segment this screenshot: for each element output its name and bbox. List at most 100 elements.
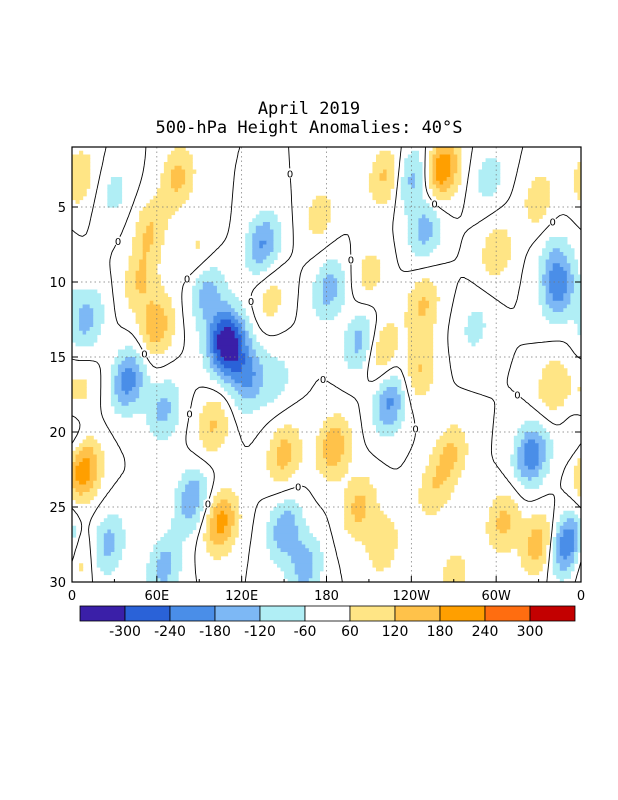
anomaly-cell [269, 447, 278, 452]
anomaly-cell [390, 375, 398, 381]
anomaly-cell [344, 503, 352, 508]
anomaly-cell [439, 188, 448, 193]
anomaly-cell [404, 319, 437, 324]
anomaly-cell [552, 537, 557, 542]
anomaly-cell [337, 462, 349, 467]
anomaly-cell [209, 518, 218, 523]
anomaly-cell [167, 578, 179, 582]
anomaly-cell [407, 229, 419, 234]
anomaly-cell [337, 285, 345, 291]
anomaly-cell [361, 342, 370, 347]
anomaly-cell [255, 394, 278, 399]
anomaly-cell [485, 525, 497, 531]
anomaly-cell [375, 424, 402, 429]
anomaly-cell [213, 495, 239, 501]
anomaly-cell [277, 518, 296, 523]
anomaly-cell [245, 252, 253, 257]
anomaly-cell [407, 360, 434, 366]
anomaly-cell [326, 259, 338, 264]
anomaly-cell [216, 364, 225, 369]
anomaly-cell [298, 537, 317, 542]
anomaly-cell [344, 510, 352, 516]
anomaly-cell [96, 548, 105, 553]
anomaly-cell [206, 319, 214, 324]
anomaly-cell [75, 458, 84, 463]
anomaly-cell [262, 300, 282, 306]
anomaly-cell [344, 439, 352, 444]
anomaly-cell [110, 379, 116, 384]
anomaly-cell [492, 544, 529, 549]
anomaly-cell [146, 252, 161, 257]
anomaly-cell [178, 484, 186, 489]
colorbar-label: -300 [109, 624, 141, 640]
anomaly-cell [429, 177, 434, 182]
anomaly-cell [570, 297, 581, 302]
anomaly-cell [294, 563, 313, 568]
anomaly-cell [185, 469, 200, 474]
anomaly-cell [552, 555, 557, 561]
anomaly-cell [510, 462, 518, 467]
anomaly-cell [531, 555, 540, 561]
anomaly-cell [520, 555, 533, 561]
colorbar-label: -240 [154, 624, 186, 640]
anomaly-cell [216, 529, 225, 534]
anomaly-cell [110, 368, 119, 373]
anomaly-cell [333, 413, 342, 418]
anomaly-field [72, 147, 581, 582]
anomaly-cell [262, 304, 278, 309]
anomaly-cell [383, 327, 398, 332]
anomaly-cell [379, 417, 398, 422]
anomaly-cell [227, 518, 236, 523]
anomaly-cell [326, 417, 345, 422]
anomaly-cell [432, 177, 437, 182]
anomaly-cell [199, 424, 211, 429]
anomaly-cell [538, 394, 568, 399]
anomaly-cell [375, 345, 398, 351]
anomaly-cell [573, 552, 579, 557]
anomaly-cell [372, 169, 384, 174]
anomaly-cell [301, 540, 321, 546]
anomaly-cell [573, 180, 581, 186]
anomaly-cell [344, 507, 352, 512]
anomaly-cell [96, 555, 123, 561]
anomaly-cell [354, 514, 366, 519]
anomaly-cell [220, 499, 229, 504]
anomaly-cell [167, 529, 193, 534]
anomaly-cell [132, 308, 147, 313]
anomaly-cell [312, 203, 331, 208]
anomaly-cell [266, 462, 278, 467]
anomaly-cell [139, 210, 176, 216]
anomaly-cell [72, 300, 101, 306]
anomaly-cell [573, 285, 581, 291]
anomaly-cell [556, 555, 564, 561]
anomaly-cell [199, 499, 204, 504]
anomaly-cell [429, 458, 441, 463]
x-axis: 0 60E 120E 180 120W 60W 0 [68, 576, 585, 604]
anomaly-cell [379, 394, 402, 399]
anomaly-cell [72, 462, 80, 467]
anomaly-cell [209, 428, 214, 433]
anomaly-cell [132, 248, 144, 253]
anomaly-cell [142, 379, 151, 384]
anomaly-cell [216, 503, 232, 508]
contour-label-bg [247, 295, 255, 306]
anomaly-cell [351, 477, 370, 482]
anomaly-cell [262, 297, 282, 302]
anomaly-cell [72, 379, 87, 384]
anomaly-cell [538, 282, 543, 287]
anomaly-cell [135, 375, 144, 381]
anomaly-cell [496, 495, 511, 501]
anomaly-cell [577, 192, 581, 197]
anomaly-cell [213, 360, 222, 366]
anomaly-cell [96, 540, 105, 546]
anomaly-cell [269, 225, 282, 231]
anomaly-cell [216, 492, 236, 497]
anomaly-cell [121, 379, 137, 384]
anomaly-cell [573, 274, 581, 279]
anomaly-cell [513, 473, 522, 478]
anomaly-cell [538, 462, 543, 467]
anomaly-cell [407, 349, 434, 354]
anomaly-cell [241, 349, 250, 354]
anomaly-cell [407, 233, 419, 238]
